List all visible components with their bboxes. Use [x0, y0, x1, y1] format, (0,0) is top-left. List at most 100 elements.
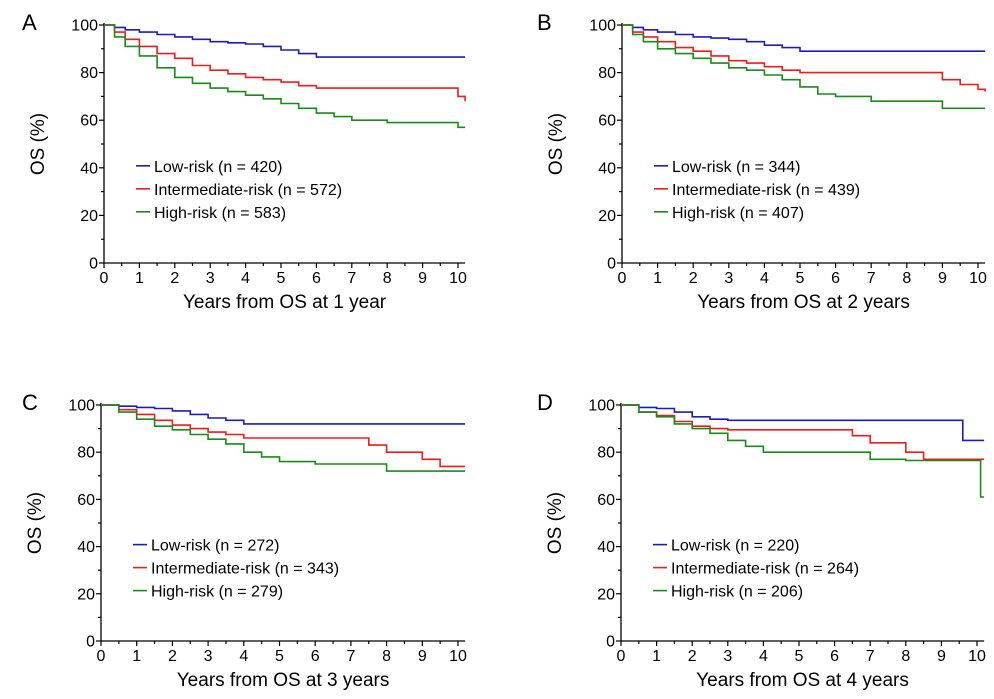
x-tick-label: 8: [902, 270, 911, 287]
panel-letter: B: [537, 10, 552, 35]
x-axis-title: Years from OS at 3 years: [177, 670, 390, 691]
x-tick-label: 0: [97, 648, 106, 665]
x-axis-title: Years from OS at 2 years: [697, 292, 910, 313]
y-tick-label: 20: [80, 208, 98, 225]
y-tick-label: 20: [77, 586, 95, 603]
legend-label-intermediate: Intermediate-risk (n = 343): [151, 561, 339, 578]
y-tick-label: 40: [597, 539, 615, 556]
y-tick-label: 40: [77, 539, 95, 556]
y-tick-label: 100: [71, 18, 98, 35]
x-tick-label: 1: [135, 270, 144, 287]
y-tick-label: 20: [597, 586, 615, 603]
legend-label-intermediate: Intermediate-risk (n = 572): [154, 182, 342, 199]
y-tick-label: 100: [68, 398, 95, 415]
x-tick-label: 6: [831, 270, 840, 287]
series-line-intermediate: [101, 404, 466, 468]
legend-label-high: High-risk (n = 279): [151, 584, 283, 601]
y-tick-label: 20: [598, 208, 616, 225]
y-tick-label: 80: [77, 445, 95, 462]
y-tick-label: 60: [77, 492, 95, 509]
series-line-high: [621, 404, 985, 498]
x-tick-label: 8: [382, 648, 391, 665]
y-tick-label: 100: [588, 398, 615, 415]
x-tick-label: 10: [969, 270, 987, 287]
series-line-high: [622, 24, 986, 110]
x-tick-label: 2: [688, 648, 697, 665]
x-tick-label: 5: [277, 270, 286, 287]
series-line-intermediate: [104, 24, 466, 102]
y-axis-title: OS (%): [25, 492, 46, 554]
x-tick-label: 0: [100, 270, 109, 287]
y-tick-label: 60: [80, 113, 98, 130]
series-line-low: [104, 24, 466, 58]
x-tick-label: 4: [760, 270, 769, 287]
x-tick-label: 6: [830, 648, 839, 665]
y-tick-label: 80: [598, 65, 616, 82]
legend-label-low: Low-risk (n = 344): [672, 159, 801, 176]
legend-label-high: High-risk (n = 407): [672, 205, 804, 222]
panel-c: C 0 20 40 60 80 100 0 1 2 3 4 5 6 7 8 9 10 Years from OS a…: [22, 390, 467, 691]
x-tick-label: 2: [170, 270, 179, 287]
x-tick-label: 7: [866, 648, 875, 665]
x-tick-label: 9: [937, 648, 946, 665]
y-axis-title: OS (%): [545, 492, 566, 554]
x-tick-label: 5: [795, 648, 804, 665]
y-axis-title: OS (%): [546, 113, 567, 175]
series-line-low: [101, 404, 466, 425]
x-tick-label: 1: [653, 270, 662, 287]
x-tick-label: 3: [206, 270, 215, 287]
y-tick-label: 80: [80, 65, 98, 82]
y-tick-label: 100: [589, 18, 616, 35]
y-tick-label: 80: [597, 445, 615, 462]
legend-label-low: Low-risk (n = 420): [154, 159, 283, 176]
panel-b: B 0 20 40 60 80 100 0 1 2 3 4 5 6 7 8 9 10 Years from OS a…: [537, 10, 987, 313]
y-tick-label: 0: [606, 634, 615, 651]
x-axis-title: Years from OS at 1 year: [183, 292, 387, 313]
y-tick-label: 40: [598, 160, 616, 177]
x-tick-label: 10: [968, 648, 986, 665]
x-tick-label: 6: [311, 648, 320, 665]
x-tick-label: 8: [901, 648, 910, 665]
x-tick-label: 2: [168, 648, 177, 665]
panel-letter: D: [537, 390, 553, 415]
x-tick-label: 3: [204, 648, 213, 665]
x-tick-label: 4: [759, 648, 768, 665]
series-line-high: [101, 404, 466, 472]
legend-label-high: High-risk (n = 583): [154, 205, 286, 222]
x-tick-label: 2: [689, 270, 698, 287]
series-line-low: [621, 404, 985, 442]
legend-label-low: Low-risk (n = 220): [671, 538, 800, 555]
x-tick-label: 5: [275, 648, 284, 665]
y-tick-label: 40: [80, 160, 98, 177]
x-tick-label: 7: [347, 270, 356, 287]
x-tick-label: 0: [618, 270, 627, 287]
series-line-intermediate: [621, 404, 985, 461]
legend-label-low: Low-risk (n = 272): [151, 538, 280, 555]
series-line-low: [622, 24, 986, 52]
y-tick-label: 0: [89, 256, 98, 273]
y-tick-label: 60: [598, 113, 616, 130]
series-line-high: [104, 24, 466, 129]
x-tick-label: 9: [418, 270, 427, 287]
series-line-intermediate: [622, 24, 986, 92]
panel-letter: C: [22, 390, 38, 415]
x-tick-label: 1: [652, 648, 661, 665]
legend-label-intermediate: Intermediate-risk (n = 264): [671, 561, 859, 578]
x-tick-label: 3: [724, 270, 733, 287]
y-tick-label: 0: [86, 634, 95, 651]
x-tick-label: 9: [418, 648, 427, 665]
x-tick-label: 8: [383, 270, 392, 287]
x-tick-label: 6: [312, 270, 321, 287]
x-tick-label: 4: [241, 270, 250, 287]
x-tick-label: 0: [617, 648, 626, 665]
x-tick-label: 10: [449, 270, 467, 287]
y-axis-title: OS (%): [28, 113, 49, 175]
legend-label-intermediate: Intermediate-risk (n = 439): [672, 182, 860, 199]
x-tick-label: 4: [239, 648, 248, 665]
y-tick-label: 0: [607, 256, 616, 273]
x-tick-label: 3: [723, 648, 732, 665]
x-axis-title: Years from OS at 4 years: [696, 670, 909, 691]
legend-label-high: High-risk (n = 206): [671, 584, 803, 601]
x-tick-label: 10: [449, 648, 467, 665]
x-tick-label: 7: [346, 648, 355, 665]
